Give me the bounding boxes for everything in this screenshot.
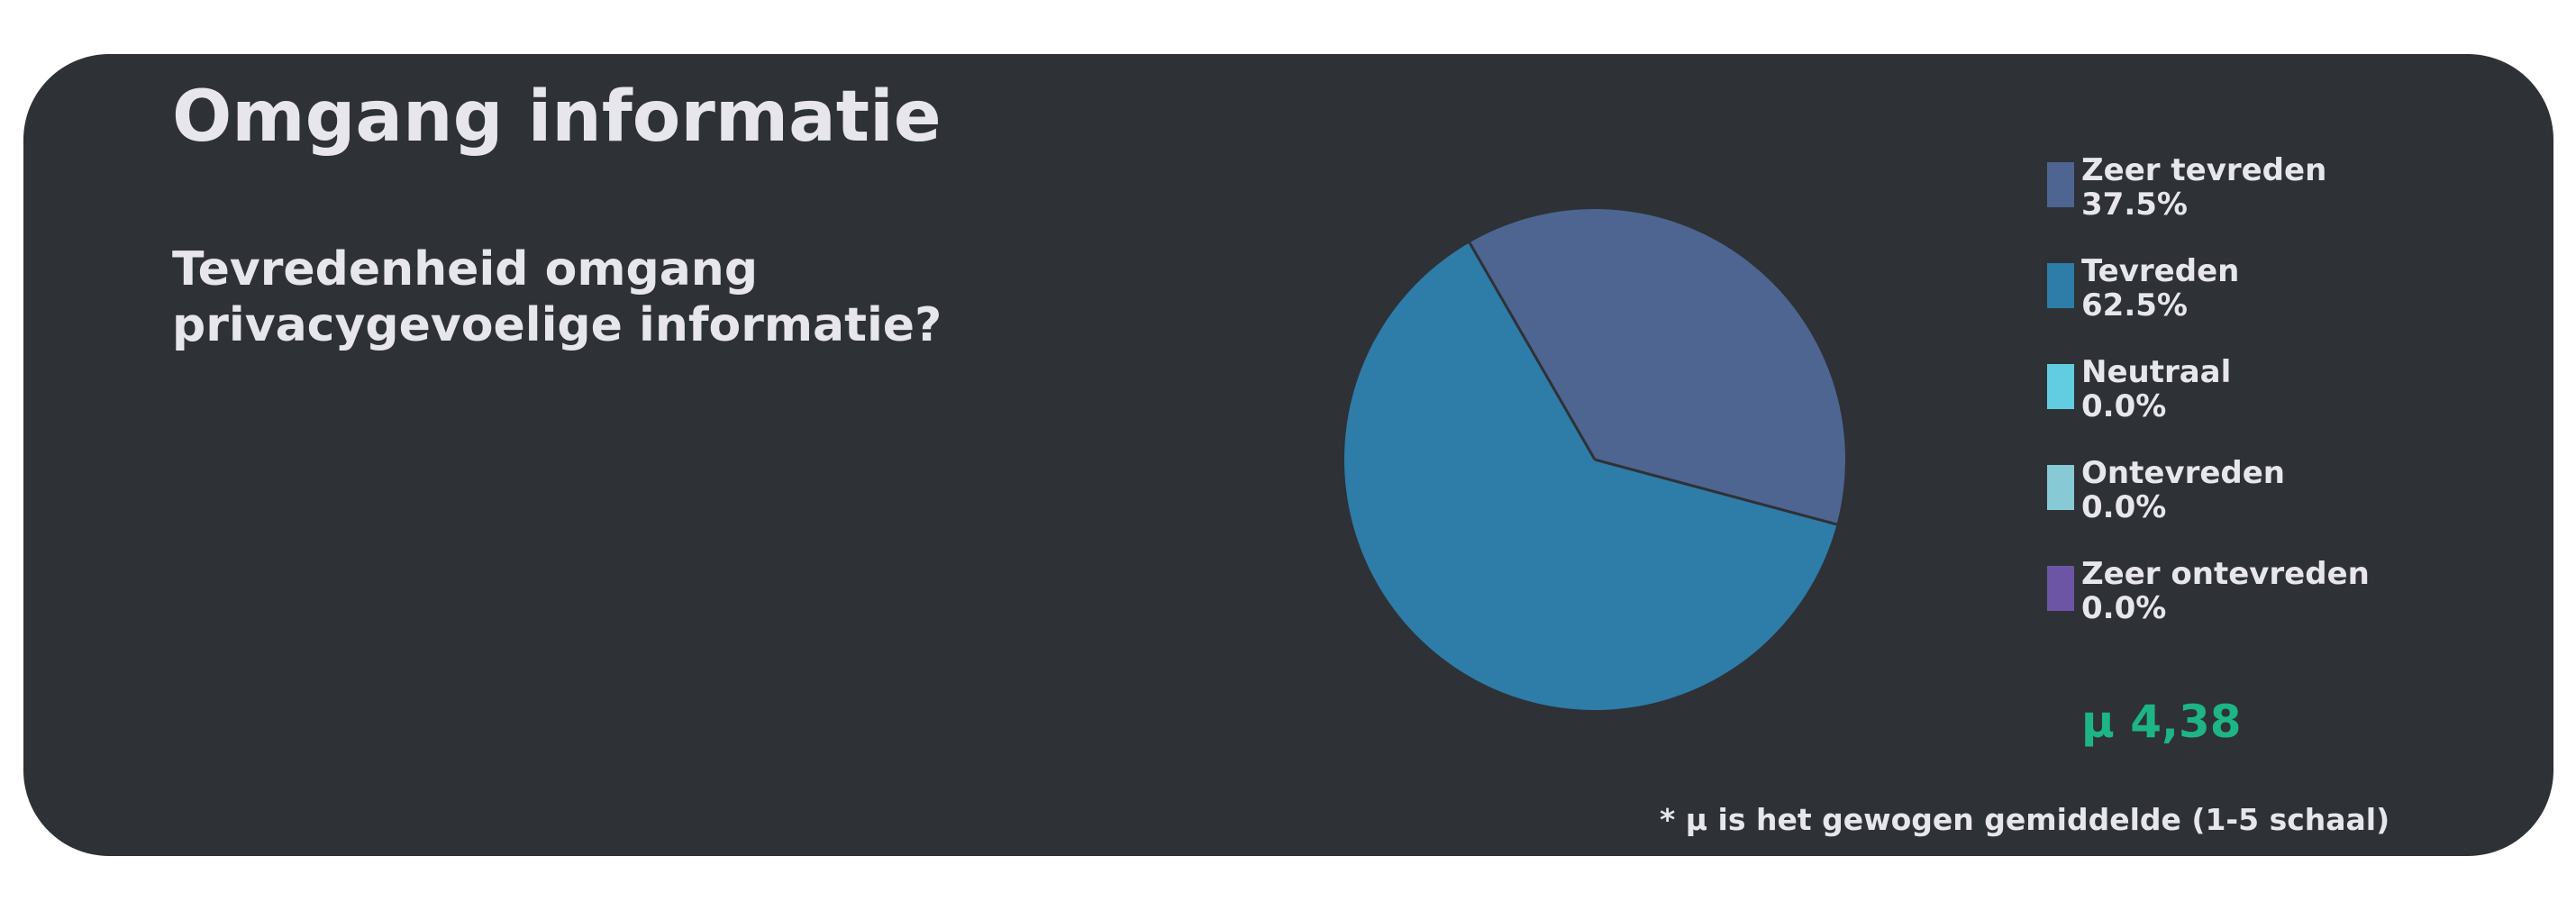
legend-label: Zeer tevreden <box>2081 153 2326 187</box>
legend-value: 0.0% <box>2081 591 2370 625</box>
page-title: Omgang informatie <box>172 79 942 157</box>
weighted-mean: μ 4,38 <box>2081 696 2242 748</box>
legend-value: 0.0% <box>2081 389 2231 424</box>
footnote: * μ is het gewogen gemiddelde (1-5 schaa… <box>1660 802 2389 837</box>
legend-label: Tevreden <box>2081 254 2239 288</box>
legend-value: 62.5% <box>2081 288 2239 323</box>
legend-swatch <box>2047 162 2074 207</box>
legend-label: Ontevreden <box>2081 456 2285 490</box>
legend-label: Neutraal <box>2081 355 2231 389</box>
question-line: Tevredenheid omgang <box>172 241 942 297</box>
legend-swatch <box>2047 364 2074 409</box>
legend-value: 0.0% <box>2081 490 2285 524</box>
question-text: Tevredenheid omgang privacygevoelige inf… <box>172 241 942 353</box>
question-line: privacygevoelige informatie? <box>172 297 942 353</box>
legend-swatch <box>2047 263 2074 308</box>
legend-label: Zeer ontevreden <box>2081 557 2370 591</box>
legend-swatch <box>2047 566 2074 611</box>
legend-value: 37.5% <box>2081 187 2326 222</box>
legend-swatch <box>2047 465 2074 510</box>
pie-chart <box>1334 198 1856 721</box>
